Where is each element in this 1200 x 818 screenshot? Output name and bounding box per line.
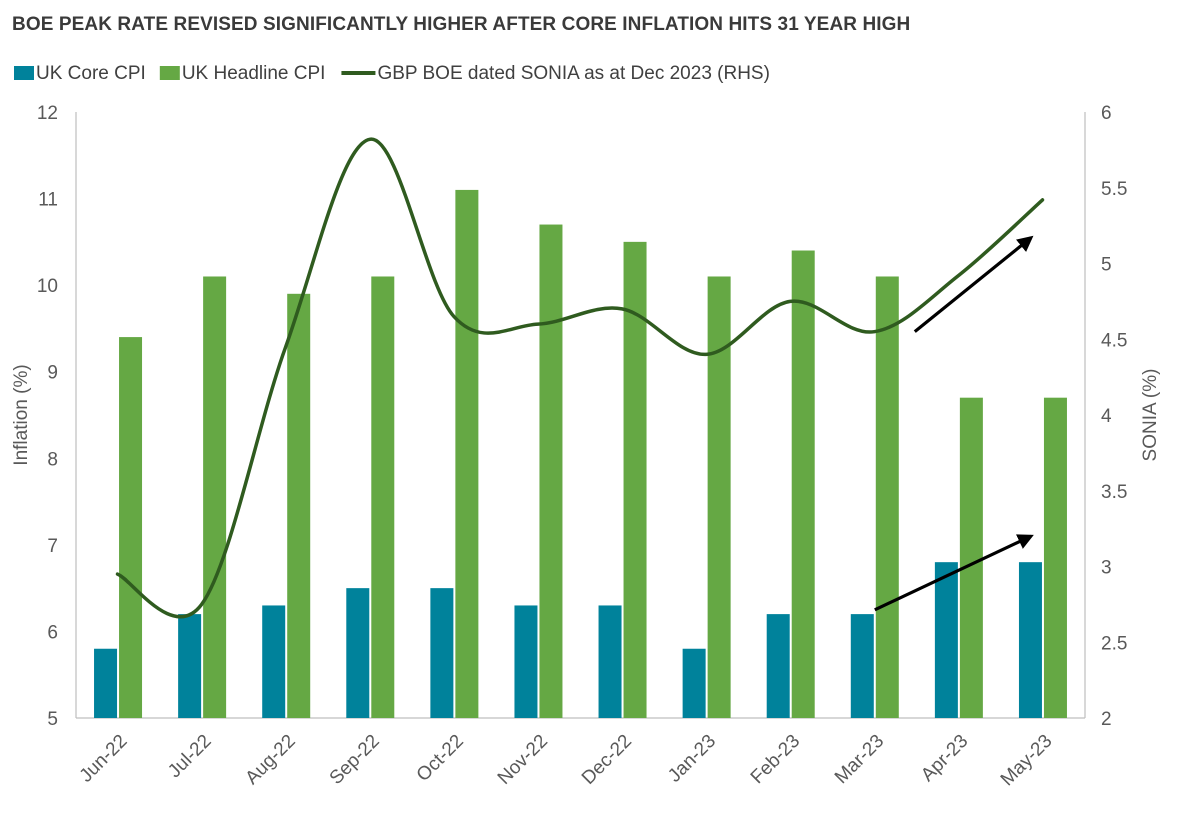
y-axis-right-title: SONIA (%) <box>1140 369 1161 462</box>
annotation-arrow <box>913 235 1034 333</box>
bar-headline-cpi <box>455 189 479 718</box>
bar-core-cpi <box>766 614 790 718</box>
y-tick-label-left: 6 <box>47 622 58 643</box>
y-tick-label-left: 7 <box>47 536 58 557</box>
legend-swatch <box>14 66 34 80</box>
x-tick-label: Jul-22 <box>164 731 215 782</box>
legend-label: GBP BOE dated SONIA as at Dec 2023 (RHS) <box>377 63 770 84</box>
x-tick-label: Jun-22 <box>76 731 132 787</box>
bar-headline-cpi <box>707 276 731 718</box>
x-tick-label: Dec-22 <box>578 731 636 789</box>
bar-headline-cpi <box>791 250 815 718</box>
y-tick-label-left: 12 <box>37 103 58 124</box>
bar-core-cpi <box>178 614 202 718</box>
x-tick-label: Oct-22 <box>413 731 468 786</box>
y-tick-label-left: 5 <box>47 709 58 730</box>
bar-headline-cpi <box>539 224 563 719</box>
y-tick-label-right: 2 <box>1101 709 1112 730</box>
y-tick-label-right: 3 <box>1101 558 1112 579</box>
x-tick-label: Nov-22 <box>494 731 552 789</box>
bar-core-cpi <box>514 605 538 718</box>
bar-core-cpi <box>430 588 454 718</box>
x-tick-label: Apr-23 <box>917 731 972 786</box>
y-tick-label-right: 2.5 <box>1101 633 1127 654</box>
bar-headline-cpi <box>203 276 227 718</box>
bar-headline-cpi <box>1043 397 1067 718</box>
x-tick-label: Jan-23 <box>664 731 720 787</box>
y-tick-label-right: 4 <box>1101 406 1112 427</box>
y-tick-label-left: 11 <box>38 190 58 211</box>
bar-core-cpi <box>94 648 118 718</box>
sonia-line <box>115 137 1045 619</box>
bar-core-cpi <box>850 614 874 718</box>
bar-headline-cpi <box>623 241 647 718</box>
bar-core-cpi <box>262 605 286 718</box>
bar-core-cpi <box>934 562 958 718</box>
bar-core-cpi <box>682 648 706 718</box>
legend-label: UK Core CPI <box>36 63 146 84</box>
bar-core-cpi <box>346 588 370 718</box>
x-tick-label: Aug-22 <box>242 731 300 789</box>
y-axis-left-title: Inflation (%) <box>11 364 32 465</box>
x-tick-label: May-23 <box>997 731 1057 791</box>
y-tick-label-right: 4.5 <box>1101 330 1127 351</box>
legend-label: UK Headline CPI <box>182 63 326 84</box>
bar-headline-cpi <box>287 293 311 718</box>
legend-swatch <box>159 66 180 80</box>
bar-core-cpi <box>598 605 622 718</box>
annotation-arrow <box>874 534 1034 612</box>
bar-headline-cpi <box>959 397 983 718</box>
bar-headline-cpi <box>119 337 143 718</box>
y-tick-label-right: 6 <box>1101 103 1112 124</box>
x-tick-label: Feb-23 <box>747 731 804 788</box>
bar-headline-cpi <box>875 276 899 718</box>
bar-core-cpi <box>1018 562 1042 718</box>
y-tick-label-right: 5.5 <box>1101 179 1127 200</box>
annotations <box>874 235 1034 612</box>
y-tick-label-left: 9 <box>47 363 58 384</box>
sonia-line-group <box>115 137 1045 619</box>
bars <box>94 189 1067 719</box>
bar-headline-cpi <box>371 276 395 718</box>
y-tick-label-right: 5 <box>1101 255 1112 276</box>
y-tick-label-left: 8 <box>47 449 58 470</box>
chart-title: BOE PEAK RATE REVISED SIGNIFICANTLY HIGH… <box>12 14 911 35</box>
y-tick-label-right: 3.5 <box>1101 482 1127 503</box>
y-tick-label-left: 10 <box>37 276 58 297</box>
legend: UK Core CPI UK Headline CPI GBP BOE dated … <box>14 63 770 84</box>
x-tick-label: Mar-23 <box>831 731 888 788</box>
x-tick-label: Sep-22 <box>326 731 384 789</box>
